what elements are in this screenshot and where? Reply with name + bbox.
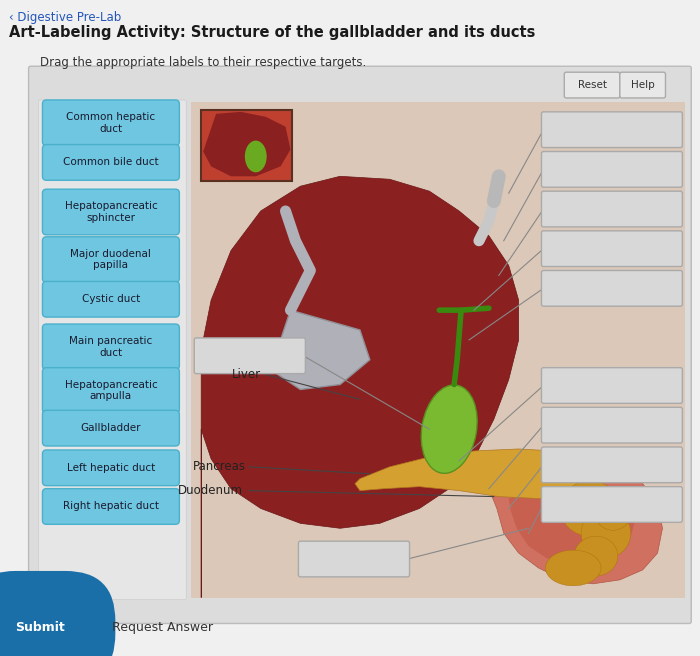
Text: Duodenum: Duodenum	[178, 484, 243, 497]
Text: Gallbladder: Gallbladder	[80, 423, 141, 433]
FancyBboxPatch shape	[564, 72, 620, 98]
Text: Hepatopancreatic
ampulla: Hepatopancreatic ampulla	[64, 380, 158, 401]
Text: Cystic duct: Cystic duct	[82, 295, 140, 304]
Ellipse shape	[574, 536, 618, 576]
Text: ‹ Digestive Pre-Lab: ‹ Digestive Pre-Lab	[8, 10, 121, 24]
Text: Reset: Reset	[578, 80, 607, 90]
Polygon shape	[201, 176, 519, 598]
Ellipse shape	[593, 487, 633, 530]
FancyBboxPatch shape	[542, 231, 682, 266]
Ellipse shape	[560, 481, 620, 536]
FancyBboxPatch shape	[201, 110, 293, 181]
FancyBboxPatch shape	[542, 152, 682, 187]
FancyBboxPatch shape	[43, 144, 179, 180]
FancyBboxPatch shape	[542, 407, 682, 443]
FancyBboxPatch shape	[43, 450, 179, 485]
Polygon shape	[191, 102, 685, 598]
Text: Submit: Submit	[15, 621, 65, 634]
Ellipse shape	[545, 550, 601, 586]
Ellipse shape	[245, 140, 267, 173]
Text: Drag the appropriate labels to their respective targets.: Drag the appropriate labels to their res…	[41, 56, 367, 70]
Text: Art-Labeling Activity: Structure of the gallbladder and its ducts: Art-Labeling Activity: Structure of the …	[8, 24, 535, 39]
FancyBboxPatch shape	[191, 102, 685, 598]
FancyBboxPatch shape	[542, 191, 682, 227]
FancyBboxPatch shape	[38, 100, 186, 600]
Text: Left hepatic duct: Left hepatic duct	[66, 462, 155, 473]
Polygon shape	[203, 112, 290, 176]
FancyBboxPatch shape	[43, 100, 179, 146]
Text: Request Answer: Request Answer	[112, 621, 213, 634]
Text: Common bile duct: Common bile duct	[63, 157, 159, 167]
Text: Main pancreatic
duct: Main pancreatic duct	[69, 336, 153, 358]
Ellipse shape	[581, 508, 631, 558]
FancyBboxPatch shape	[43, 367, 179, 413]
Text: Hepatopancreatic
sphincter: Hepatopancreatic sphincter	[64, 201, 158, 223]
FancyBboxPatch shape	[542, 447, 682, 483]
FancyBboxPatch shape	[542, 270, 682, 306]
FancyBboxPatch shape	[43, 237, 179, 282]
Polygon shape	[489, 464, 662, 584]
FancyBboxPatch shape	[43, 410, 179, 446]
FancyBboxPatch shape	[542, 112, 682, 148]
Polygon shape	[355, 449, 593, 499]
Ellipse shape	[421, 385, 477, 474]
FancyBboxPatch shape	[194, 338, 305, 374]
Text: Right hepatic duct: Right hepatic duct	[63, 501, 159, 512]
Text: Major duodenal
papilla: Major duodenal papilla	[71, 249, 151, 270]
FancyBboxPatch shape	[298, 541, 410, 577]
Text: Pancreas: Pancreas	[193, 461, 246, 474]
FancyBboxPatch shape	[29, 66, 692, 623]
FancyBboxPatch shape	[542, 487, 682, 522]
FancyBboxPatch shape	[542, 367, 682, 403]
Polygon shape	[509, 481, 636, 563]
Polygon shape	[271, 310, 370, 390]
Text: Common hepatic
duct: Common hepatic duct	[66, 112, 155, 134]
FancyBboxPatch shape	[43, 489, 179, 524]
FancyBboxPatch shape	[43, 324, 179, 369]
Text: Help: Help	[631, 80, 655, 90]
Text: Liver: Liver	[232, 368, 260, 381]
FancyBboxPatch shape	[43, 281, 179, 317]
FancyBboxPatch shape	[43, 189, 179, 235]
FancyBboxPatch shape	[620, 72, 666, 98]
